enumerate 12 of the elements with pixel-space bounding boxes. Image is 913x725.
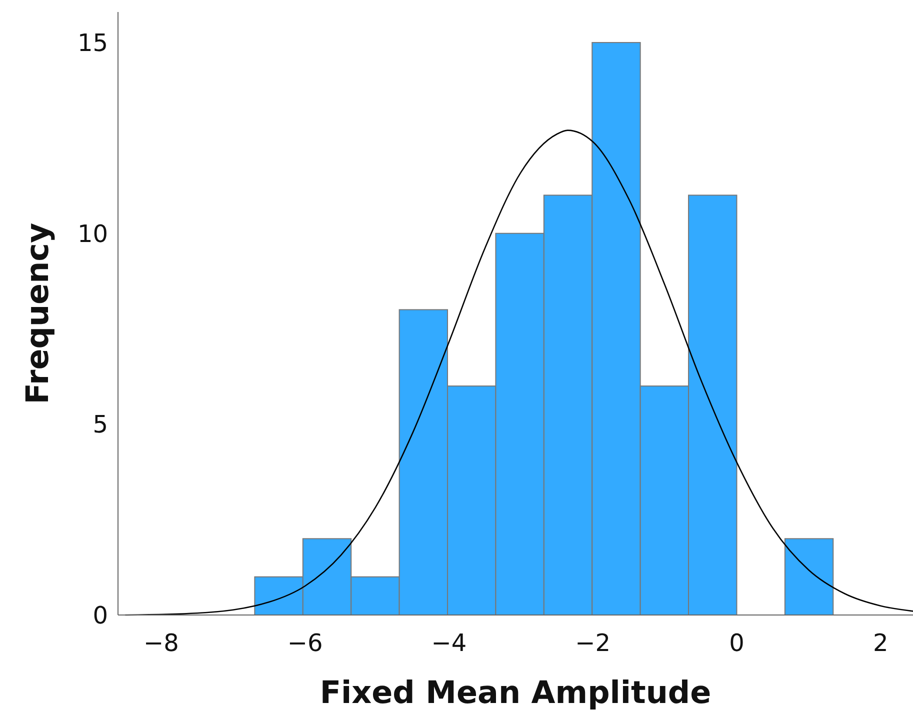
y-tick-label: 10	[77, 220, 108, 248]
y-tick-label: 0	[92, 601, 108, 630]
x-axis-title: Fixed Mean Amplitude	[320, 675, 712, 711]
y-tick-label: 5	[92, 410, 108, 439]
y-axis-title: Frequency	[20, 222, 56, 404]
y-tick-label: 15	[77, 28, 108, 57]
x-tick-label: 2	[872, 629, 888, 657]
x-tick-label: 0	[729, 629, 744, 657]
x-tick-label: −4	[431, 629, 467, 657]
x-tick-label: −8	[143, 629, 179, 657]
x-tick-label: −2	[575, 629, 611, 657]
x-tick-label: −6	[287, 629, 323, 657]
